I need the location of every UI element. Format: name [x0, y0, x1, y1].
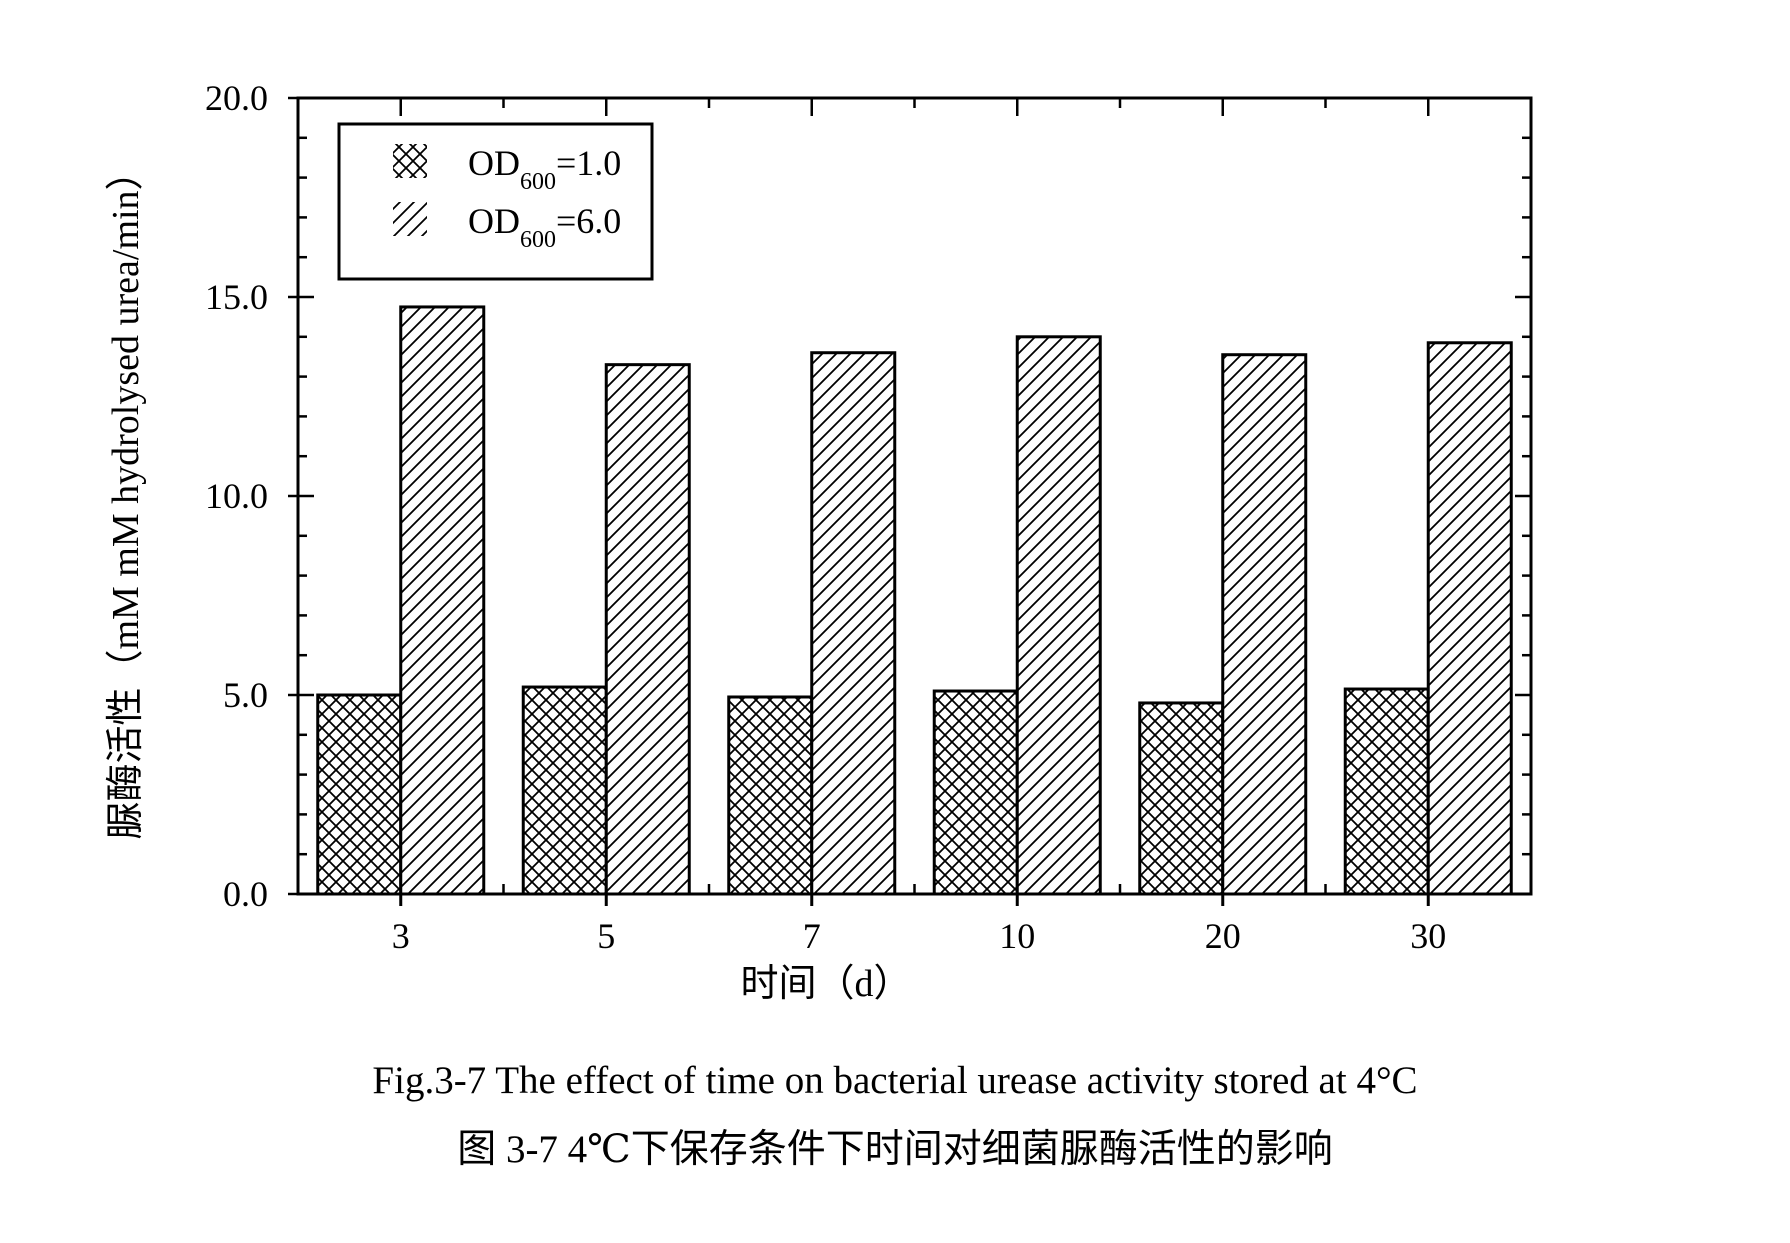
plot-frame	[296, 96, 1533, 896]
legend-od6-sub: 600	[520, 227, 556, 253]
bar-od6-day-3	[399, 305, 486, 896]
legend-swatch-od6	[393, 202, 427, 236]
bars-layer	[316, 305, 1513, 896]
bar-od1-day-10	[932, 689, 1019, 896]
x-tick-label-7: 7	[803, 916, 821, 956]
legend-od1-main: OD	[468, 143, 520, 183]
bar-od1-day-7	[727, 695, 814, 896]
bar-od6-day-5	[604, 363, 691, 896]
legend-frame	[337, 122, 654, 281]
legend-od1-tail: =1.0	[556, 143, 621, 183]
y-axis-title: 脲酶活性（mM mM hydrolysed urea/min）	[105, 152, 147, 839]
labels-layer: 3 5 7 10 20 30 0.0 5.0 10.0 15.0 20.0	[205, 78, 1446, 956]
x-tick-label-20: 20	[1205, 916, 1241, 956]
bar-od1-day-3	[316, 693, 403, 896]
bar-chart: 3 5 7 10 20 30 0.0 5.0 10.0 15.0 20.0 时间（d） 脲酶活性（m…	[105, 78, 1533, 1005]
x-tick-label-10: 10	[999, 916, 1035, 956]
legend: OD600=1.0 OD600=6.0	[337, 122, 654, 281]
y-tick-label-5.0: 5.0	[223, 675, 268, 715]
bar-od1-day-5	[521, 685, 608, 896]
legend-od1-sub: 600	[520, 169, 556, 195]
x-tick-label-30: 30	[1410, 916, 1446, 956]
caption-english: Fig.3-7 The effect of time on bacterial …	[372, 1059, 1418, 1102]
bar-od6-day-20	[1221, 353, 1308, 896]
x-axis-title: 时间（d）	[740, 963, 911, 1005]
legend-od6-tail: =6.0	[556, 201, 621, 241]
y-tick-label-0.0: 0.0	[223, 874, 268, 914]
ticks-layer	[288, 96, 1533, 906]
y-tick-label-10.0: 10.0	[205, 476, 268, 516]
bar-od1-day-20	[1138, 701, 1225, 896]
y-tick-label-15.0: 15.0	[205, 277, 268, 317]
legend-label-od1: OD600=1.0	[468, 143, 621, 195]
legend-swatch-od1	[393, 144, 427, 178]
bar-od6-day-7	[810, 351, 897, 896]
bar-od6-day-30	[1426, 341, 1513, 896]
legend-od6-main: OD	[468, 201, 520, 241]
x-tick-label-3: 3	[392, 916, 410, 956]
y-tick-label-20.0: 20.0	[205, 78, 268, 118]
caption-chinese: 图 3-7 4℃下保存条件下时间对细菌脲酶活性的影响	[457, 1128, 1333, 1171]
bar-od6-day-10	[1015, 335, 1102, 896]
x-tick-label-5: 5	[597, 916, 615, 956]
bar-od1-day-30	[1343, 687, 1430, 896]
legend-label-od6: OD600=6.0	[468, 201, 621, 253]
